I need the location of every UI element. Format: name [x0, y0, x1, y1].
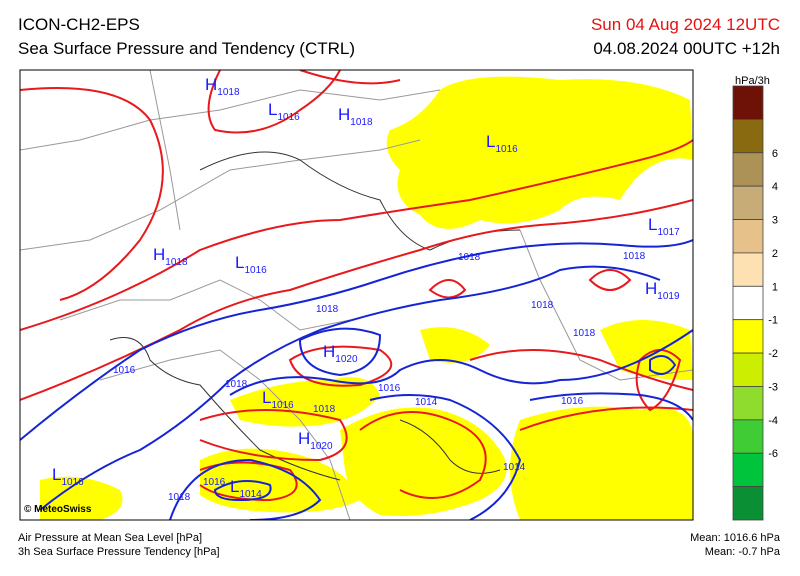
center-pressure: 1018	[165, 257, 188, 268]
legend-label: 2	[772, 248, 778, 260]
legend-swatch	[732, 219, 764, 254]
center-pressure: 1016	[271, 400, 294, 411]
isobar-label: 1018	[573, 328, 596, 339]
center-kind: H	[323, 342, 335, 361]
legend-swatch	[732, 419, 764, 454]
isobar-label: 1018	[458, 252, 481, 263]
center-kind: L	[52, 465, 61, 484]
center-kind: L	[648, 215, 657, 234]
isobar-label: 1016	[113, 365, 136, 376]
isobar-label: 1014	[503, 462, 526, 473]
legend-swatch	[732, 85, 764, 120]
pressure-center: L1016	[235, 253, 267, 276]
pressure-center: L1014	[230, 477, 262, 500]
pressure-center: H1018	[338, 105, 373, 128]
footer-tendency: 3h Sea Surface Pressure Tendency [hPa]	[18, 546, 220, 558]
center-kind: H	[645, 279, 657, 298]
center-kind: H	[338, 105, 350, 124]
pressure-center: L1016	[268, 100, 300, 123]
center-pressure: 1020	[335, 354, 358, 365]
legend-swatch	[732, 386, 764, 421]
valid-time: Sun 04 Aug 2024 12UTC	[591, 15, 780, 34]
isobar-label: 1018	[623, 251, 646, 262]
center-pressure: 1016	[277, 112, 300, 123]
center-pressure: 1016	[244, 265, 267, 276]
blue-isobars	[20, 239, 693, 520]
pressure-center: H1019	[645, 279, 680, 302]
center-kind: L	[262, 388, 271, 407]
isobar-label: 1018	[225, 379, 248, 390]
center-pressure: 1018	[217, 87, 240, 98]
legend-swatch	[732, 118, 764, 154]
center-kind: H	[205, 75, 217, 94]
center-pressure: 1016	[495, 144, 518, 155]
isobar-label: 1014	[415, 397, 438, 408]
pressure-center: L1016	[486, 132, 518, 155]
center-pressure: 1017	[657, 227, 680, 238]
legend-swatch	[732, 252, 764, 287]
center-kind: L	[235, 253, 244, 272]
center-kind: H	[153, 245, 165, 264]
legend-swatch	[732, 319, 764, 354]
pressure-center: L1016	[52, 465, 84, 488]
legend-label: -3	[768, 381, 778, 393]
map-frame	[19, 69, 694, 521]
legend-swatch	[732, 452, 764, 488]
pressure-center: H1020	[323, 342, 358, 365]
pressure-center: L1016	[262, 388, 294, 411]
center-kind: L	[230, 477, 239, 496]
legend-label: -4	[768, 415, 778, 427]
isobar-label: 1016	[203, 477, 226, 488]
title: ICON-CH2-EPS	[18, 15, 140, 34]
legend-swatch	[732, 486, 764, 521]
center-kind: H	[298, 429, 310, 448]
legend-unit: hPa/3h	[735, 75, 770, 87]
tendency-areas	[40, 76, 693, 520]
legend-label: -2	[768, 348, 778, 360]
legend-label: 1	[772, 281, 778, 293]
legend: hPa/3h 6 4 3 2 1 -1 -2 -3 -4 -6	[732, 75, 778, 521]
subtitle: Sea Surface Pressure and Tendency (CTRL)	[18, 39, 355, 58]
pressure-mean: Mean: 1016.6 hPa	[690, 532, 781, 544]
isobar-label: 1018	[313, 404, 336, 415]
center-pressure: 1016	[61, 477, 84, 488]
isobar-label: 1018	[316, 304, 339, 315]
legend-swatch	[732, 185, 764, 220]
isobar-label: 1018	[531, 300, 554, 311]
footer-pressure: Air Pressure at Mean Sea Level [hPa]	[18, 532, 202, 544]
pressure-center: L1017	[648, 215, 680, 238]
center-pressure: 1019	[657, 291, 680, 302]
isobar-label: 1016	[561, 396, 584, 407]
tendency-mean: Mean: -0.7 hPa	[705, 546, 781, 558]
center-pressure: 1020	[310, 441, 333, 452]
isobar-label: 1018	[168, 492, 191, 503]
pressure-center: H1020	[298, 429, 333, 452]
legend-swatch	[732, 152, 764, 187]
center-kind: L	[268, 100, 277, 119]
pressure-center: H1018	[205, 75, 240, 98]
legend-swatch	[732, 285, 764, 321]
pressure-center: H1018	[153, 245, 188, 268]
run-time: 04.08.2024 00UTC +12h	[593, 39, 780, 58]
center-pressure: 1014	[239, 489, 262, 500]
legend-label: 3	[772, 215, 778, 227]
legend-label: 6	[772, 148, 778, 160]
center-kind: L	[486, 132, 495, 151]
credit: © MeteoSwiss	[24, 504, 92, 515]
legend-label: 4	[772, 181, 778, 193]
legend-label: -6	[768, 448, 778, 460]
center-pressure: 1018	[350, 117, 373, 128]
legend-label: -1	[768, 315, 778, 327]
isobar-label: 1016	[378, 383, 401, 394]
legend-swatch	[732, 352, 764, 387]
